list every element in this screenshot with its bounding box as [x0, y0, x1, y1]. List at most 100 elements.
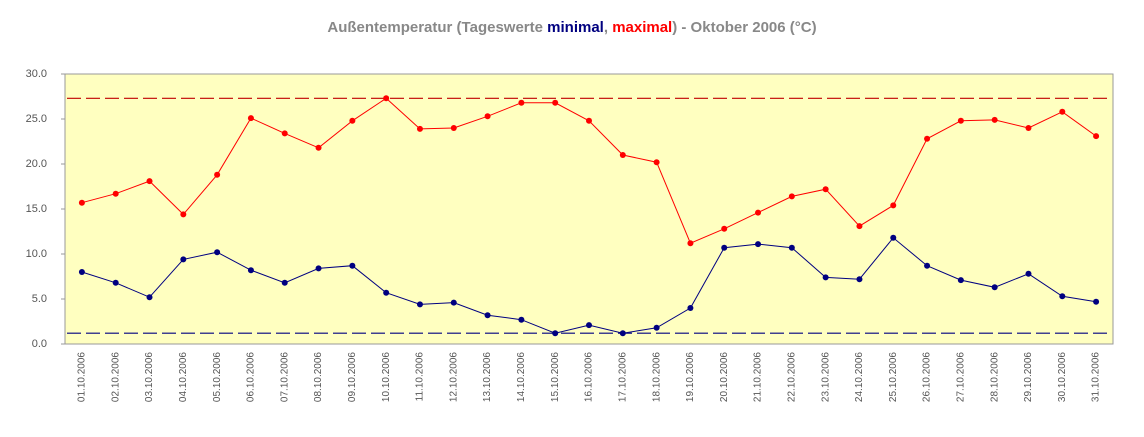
data-point	[552, 99, 559, 106]
data-point	[586, 117, 592, 124]
y-tick-label: 30.0	[26, 68, 47, 80]
data-point	[924, 135, 931, 142]
data-point	[247, 115, 254, 122]
x-tick-label: 19.10.2006	[685, 352, 696, 402]
x-tick-label: 30.10.2006	[1057, 352, 1068, 402]
data-point	[383, 289, 390, 296]
y-tick-label: 15.0	[26, 203, 47, 215]
data-point	[687, 305, 694, 311]
x-tick-label: 04.10.2006	[178, 352, 189, 402]
plot-area	[64, 73, 1114, 345]
data-point	[349, 262, 356, 269]
title-prefix: Außentemperatur (Tageswerte	[327, 19, 547, 36]
data-point	[281, 130, 288, 137]
x-tick-label: 26.10.2006	[922, 352, 933, 402]
x-tick-label: 06.10.2006	[246, 352, 257, 402]
data-point	[856, 223, 863, 230]
legend-entry: minimal	[547, 19, 604, 36]
data-point	[518, 99, 525, 106]
x-tick-label: 13.10.2006	[482, 352, 493, 402]
x-tick-label: 09.10.2006	[347, 352, 358, 402]
x-tick-label: 12.10.2006	[448, 352, 459, 402]
data-point	[416, 301, 423, 308]
x-tick-label: 20.10.2006	[719, 352, 730, 402]
title-suffix: ) - Oktober 2006 (°C)	[672, 19, 816, 36]
x-tick-label: 25.10.2006	[888, 352, 899, 402]
data-point	[450, 125, 457, 131]
data-point	[721, 225, 728, 232]
data-point	[687, 240, 694, 247]
data-point	[383, 95, 390, 102]
data-point	[957, 277, 964, 284]
data-point	[890, 202, 897, 209]
x-tick-label: 11.10.2006	[415, 352, 426, 402]
chart-title: Außentemperatur (Tageswerte minimal, max…	[327, 19, 816, 36]
data-point	[788, 193, 795, 200]
data-point	[653, 324, 660, 331]
data-point	[721, 244, 728, 251]
x-tick-label: 15.10.2006	[550, 352, 561, 402]
data-point	[484, 312, 491, 319]
data-point	[78, 199, 85, 206]
data-point	[822, 274, 829, 281]
title-separator: ,	[604, 19, 612, 36]
data-point	[416, 125, 423, 132]
data-point	[247, 267, 254, 274]
data-point	[1025, 270, 1032, 277]
data-point	[552, 330, 559, 337]
data-point	[991, 116, 998, 123]
data-point	[214, 171, 221, 178]
data-point	[315, 144, 322, 151]
x-tick-label: 17.10.2006	[617, 352, 628, 402]
data-point	[619, 330, 626, 337]
y-tick-label: 20.0	[26, 158, 47, 170]
data-point	[281, 279, 288, 286]
data-point	[146, 178, 153, 185]
data-point	[1059, 108, 1066, 115]
x-tick-label: 21.10.2006	[753, 352, 764, 402]
data-point	[78, 269, 85, 275]
data-point	[1093, 133, 1100, 140]
x-tick-label: 01.10.2006	[77, 352, 88, 402]
data-point	[788, 244, 795, 251]
x-tick-label: 23.10.2006	[820, 352, 831, 402]
x-tick-label: 10.10.2006	[381, 352, 392, 402]
legend-entry: maximal	[612, 19, 672, 36]
data-point	[991, 284, 998, 291]
x-tick-label: 07.10.2006	[279, 352, 290, 402]
x-tick-label: 16.10.2006	[584, 352, 595, 402]
x-tick-label: 05.10.2006	[212, 352, 223, 402]
data-point	[1025, 125, 1032, 131]
x-tick-label: 14.10.2006	[516, 352, 527, 402]
data-point	[1093, 298, 1100, 305]
data-point	[349, 117, 356, 124]
data-point	[755, 241, 762, 248]
data-point	[180, 211, 187, 218]
y-tick-label: 25.0	[26, 113, 47, 125]
data-point	[1059, 293, 1066, 300]
data-point	[146, 294, 153, 301]
x-tick-label: 03.10.2006	[144, 352, 155, 402]
data-point	[856, 276, 863, 283]
x-tick-label: 28.10.2006	[989, 352, 1000, 402]
data-point	[890, 234, 897, 241]
data-point	[112, 279, 119, 286]
y-tick-label: 0.0	[32, 338, 47, 350]
x-tick-label: 02.10.2006	[110, 352, 121, 402]
data-point	[315, 265, 322, 272]
data-point	[450, 299, 457, 306]
x-tick-label: 27.10.2006	[956, 352, 967, 402]
x-tick-label: 24.10.2006	[854, 352, 865, 402]
data-point	[484, 113, 491, 120]
data-point	[755, 209, 762, 216]
x-tick-label: 29.10.2006	[1023, 352, 1034, 402]
data-point	[112, 190, 119, 197]
y-tick-label: 10.0	[26, 248, 47, 260]
data-point	[586, 322, 592, 329]
data-point	[518, 316, 525, 323]
data-point	[180, 256, 187, 263]
x-tick-label: 18.10.2006	[651, 352, 662, 402]
x-tick-label: 08.10.2006	[313, 352, 324, 402]
y-tick-label: 5.0	[32, 293, 47, 305]
